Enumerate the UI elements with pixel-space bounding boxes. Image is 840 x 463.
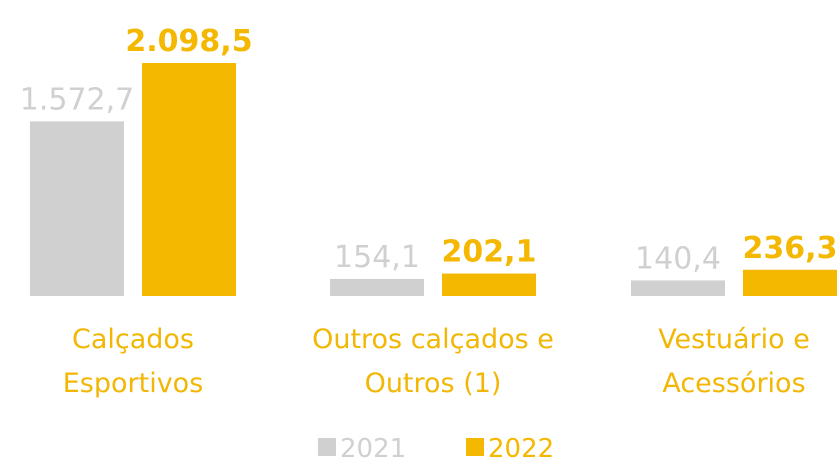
bar [442, 273, 536, 296]
category-label: Calçados Esportivos [62, 324, 204, 399]
bar [631, 280, 725, 296]
category-label: Vestuário e Acessórios [658, 324, 810, 399]
bar [743, 269, 837, 296]
bar [142, 63, 236, 296]
value-label: 236,3 [743, 231, 838, 266]
value-label: 154,1 [334, 240, 420, 275]
legend-swatch [318, 438, 336, 456]
legend-swatch [466, 438, 484, 456]
value-label: 2.098,5 [125, 24, 252, 59]
bar [30, 121, 124, 296]
bar [330, 278, 424, 296]
value-label: 1.572,7 [20, 82, 135, 117]
legend-label: 2022 [488, 434, 554, 463]
category-label: Outros calçados e Outros (1) [312, 324, 554, 399]
value-label: 140,4 [635, 241, 721, 276]
legend-label: 2021 [340, 434, 406, 463]
value-label: 202,1 [442, 235, 537, 270]
